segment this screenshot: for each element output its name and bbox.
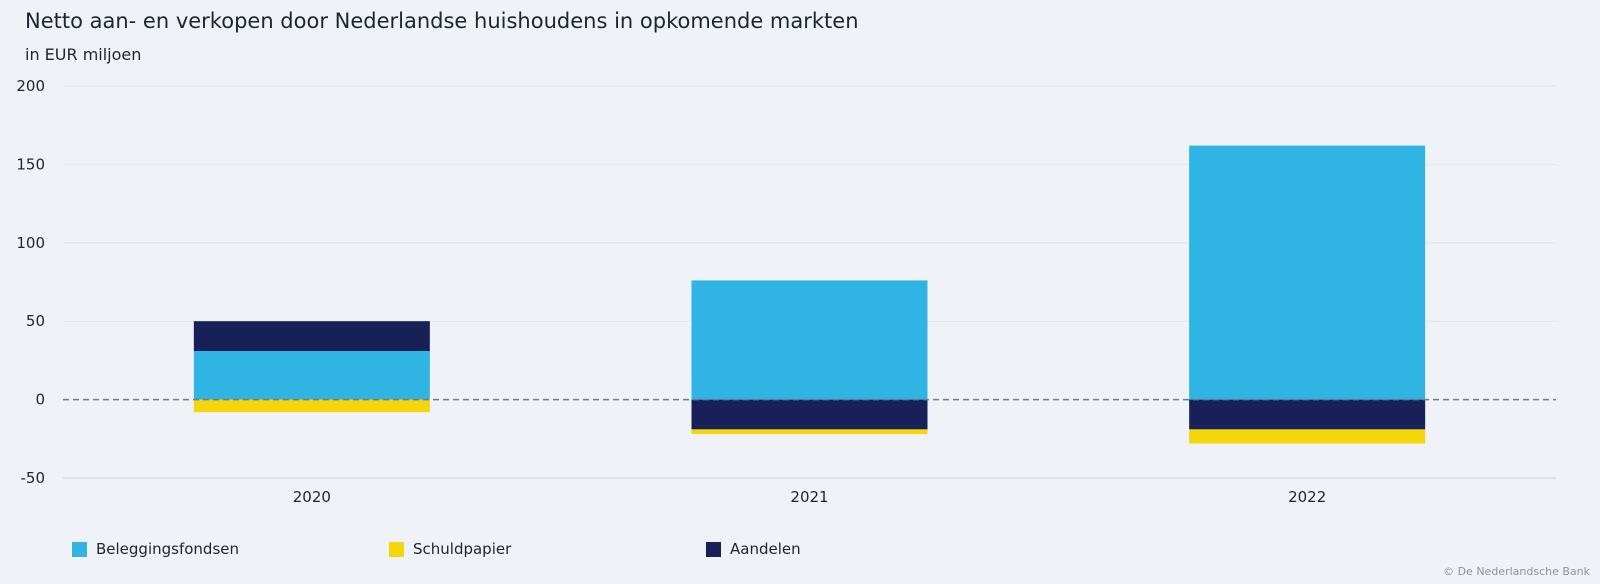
legend-item-beleggingsfondsen[interactable]: Beleggingsfondsen: [72, 540, 389, 558]
chart-title: Netto aan- en verkopen door Nederlandse …: [25, 9, 859, 33]
legend-swatch-schuldpapier: [389, 541, 404, 557]
legend-swatch-aandelen: [706, 541, 721, 557]
y-tick-label: -50: [21, 469, 46, 487]
legend-item-schuldpapier[interactable]: Schuldpapier: [389, 540, 706, 558]
bar-aandelen-2022[interactable]: [1189, 399, 1426, 430]
x-tick-label: 2021: [790, 488, 828, 506]
legend: Beleggingsfondsen Schuldpapier Aandelen: [72, 540, 1023, 558]
bar-schuldpapier-2021[interactable]: [691, 429, 928, 435]
bar-beleggingsfondsen-2020[interactable]: [193, 350, 430, 400]
bar-schuldpapier-2020[interactable]: [193, 399, 430, 413]
bar-beleggingsfondsen-2021[interactable]: [691, 280, 928, 400]
bar-schuldpapier-2022[interactable]: [1189, 429, 1426, 444]
y-tick-label: 150: [16, 155, 45, 173]
y-tick-label: 200: [16, 77, 45, 95]
bar-aandelen-2020[interactable]: [193, 321, 430, 351]
legend-swatch-beleggingsfondsen: [72, 541, 87, 557]
credit-text: © De Nederlandsche Bank: [1443, 565, 1590, 578]
legend-label-beleggingsfondsen: Beleggingsfondsen: [96, 540, 240, 558]
y-tick-label: 100: [16, 234, 45, 252]
chart-subtitle: in EUR miljoen: [25, 45, 142, 64]
bar-aandelen-2021[interactable]: [691, 399, 928, 430]
legend-label-aandelen: Aandelen: [730, 540, 801, 558]
legend-label-schuldpapier: Schuldpapier: [413, 540, 512, 558]
legend-item-aandelen[interactable]: Aandelen: [706, 540, 1023, 558]
y-tick-label: 0: [35, 391, 45, 409]
y-tick-label: 50: [26, 312, 45, 330]
x-tick-label: 2022: [1288, 488, 1326, 506]
bar-beleggingsfondsen-2022[interactable]: [1189, 145, 1426, 400]
x-tick-label: 2020: [293, 488, 331, 506]
